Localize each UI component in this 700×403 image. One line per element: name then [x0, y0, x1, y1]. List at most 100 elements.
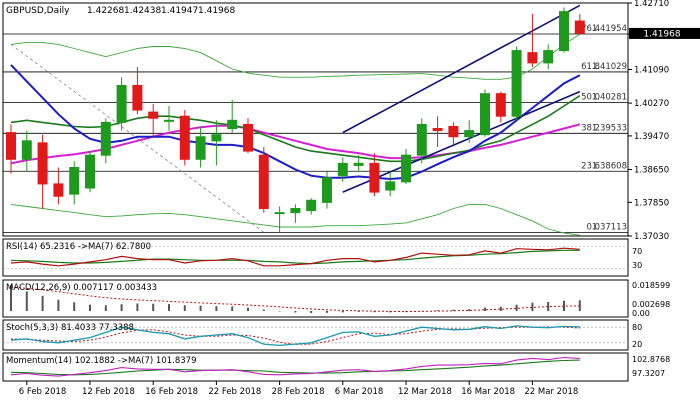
- candle-body[interactable]: [258, 154, 269, 210]
- price-axis-label: 1.38650: [634, 166, 669, 176]
- candle-body[interactable]: [21, 140, 32, 160]
- candle-body[interactable]: [322, 177, 332, 203]
- candle-body[interactable]: [243, 123, 253, 152]
- date-axis-label: 6 Mar 2018: [335, 387, 383, 397]
- stoch-axis-20: 20: [632, 340, 642, 349]
- macd-label: MACD(12,26,9) 0.007117 0.003433: [6, 283, 157, 293]
- rsi-ma-line: [10, 249, 580, 265]
- fib-level-percent: 50.0: [581, 93, 600, 103]
- candle-body[interactable]: [6, 132, 16, 160]
- channel-upper-line: [342, 4, 581, 134]
- candle-body[interactable]: [432, 128, 443, 132]
- stoch-axis-80: 80: [632, 323, 642, 332]
- candle-body[interactable]: [53, 183, 64, 197]
- fib-level-percent: 76.4: [581, 24, 600, 34]
- price-pane[interactable]: 76.41.4195461.81.4102950.01.4028138.21.3…: [2, 0, 700, 242]
- fib-level-price: 1.40281: [592, 93, 627, 103]
- rsi-line: [10, 247, 580, 267]
- fib-level-price: 1.37113: [592, 223, 627, 233]
- rsi-axis-30: 30: [632, 261, 642, 270]
- candle-body[interactable]: [132, 84, 143, 111]
- price-axis-label: 1.39470: [634, 132, 669, 142]
- candle-body[interactable]: [574, 20, 585, 34]
- bollinger-lower-line: [10, 203, 580, 236]
- candle-body[interactable]: [227, 119, 238, 130]
- momentum-label: Momentum(14) 102.1882 ->MA(7) 101.8379: [6, 356, 196, 366]
- candle-body[interactable]: [116, 84, 127, 123]
- ohlc-close: 1.41968: [198, 6, 235, 16]
- candle-body[interactable]: [69, 166, 80, 195]
- candle-body[interactable]: [211, 134, 222, 142]
- channel-lower-line: [342, 90, 581, 193]
- macd-pane[interactable]: MACD(12,26,9) 0.007117 0.003433 0.018599…: [2, 279, 670, 318]
- candle-body[interactable]: [464, 130, 475, 138]
- candle-body[interactable]: [274, 212, 285, 215]
- date-axis-label: 28 Feb 2018: [272, 387, 325, 397]
- candle-body[interactable]: [559, 11, 569, 52]
- fib-level-price: 1.41954: [592, 24, 627, 34]
- momentum-ma-line: [10, 359, 580, 376]
- fib-level-price: 1.39533: [592, 123, 627, 133]
- candle-body[interactable]: [179, 115, 190, 160]
- stoch-label: Stoch(5,3,3) 81.4033 77.3388: [6, 323, 134, 333]
- macd-axis-zero: 0.00: [632, 309, 650, 318]
- fib-level-percent: 23.6: [581, 161, 600, 171]
- price-axis-label: 1.42710: [634, 0, 669, 9]
- date-axis: 6 Feb 2018 12 Feb 2018 16 Feb 2018 22 Feb 2…: [19, 381, 578, 397]
- momentum-axis-bottom: 97.3207: [632, 369, 665, 378]
- candle-body[interactable]: [480, 93, 490, 136]
- ohlc-open: 1.42268: [87, 6, 124, 16]
- fib-level-percent: 61.8: [581, 62, 600, 72]
- macd-signal-line: [10, 286, 580, 313]
- candle-body[interactable]: [164, 119, 174, 122]
- fib-level-price: 1.38608: [592, 161, 627, 171]
- fib-anchor-line: [10, 44, 265, 233]
- price-axis-label: 1.37850: [634, 198, 669, 208]
- candle-body[interactable]: [448, 125, 459, 138]
- candle-body[interactable]: [85, 154, 95, 189]
- candle-body[interactable]: [37, 142, 48, 185]
- ohlc-low: 1.41947: [161, 6, 198, 16]
- candle-body[interactable]: [353, 162, 364, 166]
- date-axis-label: 22 Feb 2018: [208, 387, 261, 397]
- momentum-line: [10, 356, 580, 377]
- price-axis-label: 1.40270: [634, 99, 669, 109]
- stoch-pane[interactable]: Stoch(5,3,3) 81.4033 77.3388 80 20: [2, 319, 642, 351]
- candle-body[interactable]: [369, 162, 380, 193]
- date-axis-label: 12 Mar 2018: [398, 387, 452, 397]
- macd-axis-mid: 0.002698: [632, 300, 670, 309]
- candle-body[interactable]: [100, 121, 111, 156]
- candle-body[interactable]: [495, 93, 506, 117]
- rsi-label: RSI(14) 65.2316 ->MA(7) 62.7800: [6, 242, 151, 252]
- candle-body[interactable]: [195, 136, 206, 160]
- ohlc-high: 1.42438: [124, 6, 161, 16]
- candle-body[interactable]: [543, 50, 554, 64]
- price-axis-label: 1.41090: [634, 65, 669, 75]
- candle-body[interactable]: [385, 181, 396, 191]
- candle-body[interactable]: [290, 208, 301, 214]
- momentum-pane[interactable]: Momentum(14) 102.1882 ->MA(7) 101.8379 1…: [2, 352, 670, 382]
- candle-body[interactable]: [401, 154, 411, 183]
- fib-level-price: 1.41029: [592, 62, 627, 72]
- date-axis-label: 12 Feb 2018: [82, 387, 135, 397]
- date-axis-label: 6 Feb 2018: [19, 387, 67, 397]
- candle-body[interactable]: [148, 111, 159, 119]
- stoch-main-line: [10, 325, 580, 347]
- candle-body[interactable]: [306, 199, 317, 212]
- fib-level-percent: 0.0: [586, 223, 600, 233]
- rsi-axis-70: 70: [632, 247, 642, 256]
- candle-body[interactable]: [337, 162, 348, 177]
- macd-axis-top: 0.018599: [632, 281, 670, 290]
- rsi-pane[interactable]: RSI(14) 65.2316 ->MA(7) 62.7800 70 30: [2, 238, 642, 277]
- bollinger-upper-line: [10, 33, 581, 80]
- candle-body[interactable]: [511, 50, 522, 117]
- date-axis-label: 22 Mar 2018: [524, 387, 578, 397]
- price-axis-label: 1.37030: [634, 232, 669, 242]
- date-axis-label: 16 Feb 2018: [145, 387, 198, 397]
- candle-body[interactable]: [416, 123, 427, 156]
- current-price-tag: 1.41968: [629, 27, 700, 39]
- candle-body[interactable]: [527, 52, 538, 64]
- date-axis-label: 16 Mar 2018: [461, 387, 515, 397]
